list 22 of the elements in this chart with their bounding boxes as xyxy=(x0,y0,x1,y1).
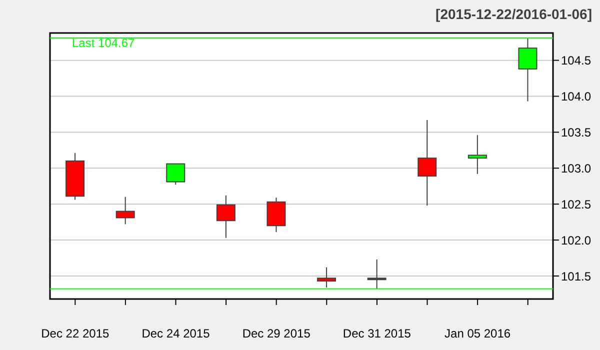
candlestick xyxy=(367,258,386,290)
y-tick-label: 104.5 xyxy=(561,54,592,68)
y-tick-label: 102.5 xyxy=(561,197,592,212)
y-tick-label: 104.0 xyxy=(561,90,592,104)
candlestick xyxy=(468,134,487,174)
y-tick-label: 101.5 xyxy=(561,269,592,284)
chart-subtitle: [2015-12-22/2016-01-06] xyxy=(436,6,592,22)
candlestick xyxy=(116,196,135,225)
x-tick-label: Dec 24 2015 xyxy=(142,326,210,341)
x-tick-label: Dec 29 2015 xyxy=(242,326,311,341)
annotation: Last 104.67 xyxy=(72,36,135,50)
x-tick-label: Dec 22 2015 xyxy=(41,326,110,341)
candlestick xyxy=(266,197,286,233)
x-tick-label: Dec 31 2015 xyxy=(342,326,412,341)
y-tick-label: 102.0 xyxy=(561,233,592,248)
y-tick-label: 103.5 xyxy=(561,125,592,140)
y-tick-label: 103.0 xyxy=(561,161,592,176)
candlestick xyxy=(317,266,336,288)
candlestick xyxy=(216,194,236,238)
candlestick xyxy=(418,119,437,206)
x-tick-label: Jan 05 2016 xyxy=(444,326,511,341)
candlestick xyxy=(166,163,186,186)
